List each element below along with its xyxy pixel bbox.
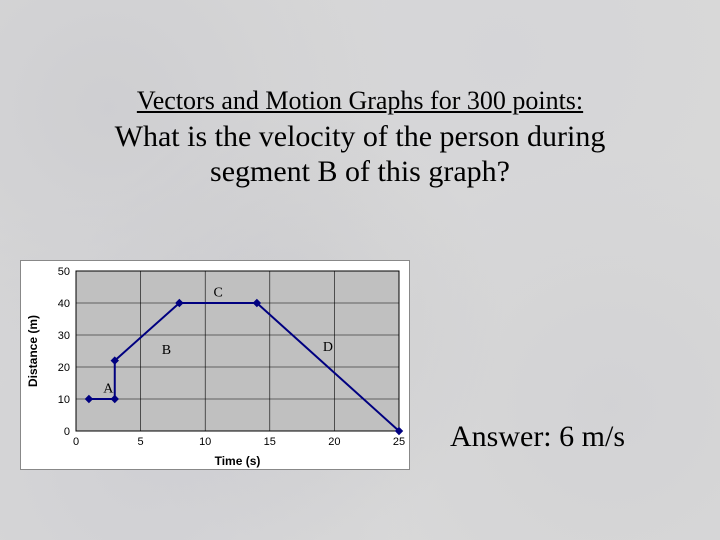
svg-text:40: 40 bbox=[58, 298, 70, 310]
svg-text:Time (s): Time (s) bbox=[215, 454, 261, 468]
svg-text:A: A bbox=[103, 382, 114, 397]
svg-text:0: 0 bbox=[73, 436, 79, 448]
svg-text:20: 20 bbox=[58, 362, 70, 374]
answer-text: Answer: 6 m/s bbox=[450, 420, 625, 454]
question-line-2: segment B of this graph? bbox=[210, 155, 510, 188]
chart-svg: 0 5 10 15 20 25 0 10 20 30 40 50 Time (s) Distance (m… bbox=[21, 261, 411, 471]
question-line-1: What is the velocity of the person durin… bbox=[115, 120, 606, 153]
svg-text:D: D bbox=[323, 340, 333, 355]
svg-text:10: 10 bbox=[199, 436, 211, 448]
svg-text:0: 0 bbox=[64, 426, 70, 438]
question-text: What is the velocity of the person durin… bbox=[0, 120, 720, 189]
svg-text:Distance (m): Distance (m) bbox=[26, 315, 40, 387]
svg-text:C: C bbox=[213, 286, 222, 301]
svg-text:20: 20 bbox=[328, 436, 340, 448]
svg-text:15: 15 bbox=[264, 436, 276, 448]
svg-text:50: 50 bbox=[58, 266, 70, 278]
svg-text:25: 25 bbox=[393, 436, 405, 448]
svg-text:30: 30 bbox=[58, 330, 70, 342]
svg-text:10: 10 bbox=[58, 394, 70, 406]
svg-text:B: B bbox=[162, 343, 171, 358]
svg-text:5: 5 bbox=[138, 436, 144, 448]
slide-title: Vectors and Motion Graphs for 300 points… bbox=[0, 86, 720, 116]
distance-time-chart: 0 5 10 15 20 25 0 10 20 30 40 50 Time (s) Distance (m… bbox=[20, 260, 410, 470]
